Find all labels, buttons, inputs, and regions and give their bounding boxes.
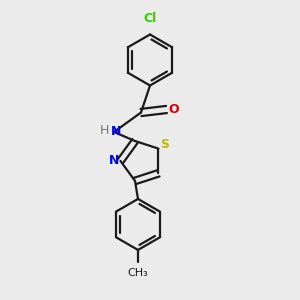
Text: CH₃: CH₃ — [128, 268, 148, 278]
Text: N: N — [111, 125, 122, 139]
Text: S: S — [160, 138, 169, 151]
Text: Cl: Cl — [143, 13, 157, 26]
Text: H: H — [100, 124, 109, 137]
Text: N: N — [109, 154, 120, 167]
Text: O: O — [169, 103, 179, 116]
